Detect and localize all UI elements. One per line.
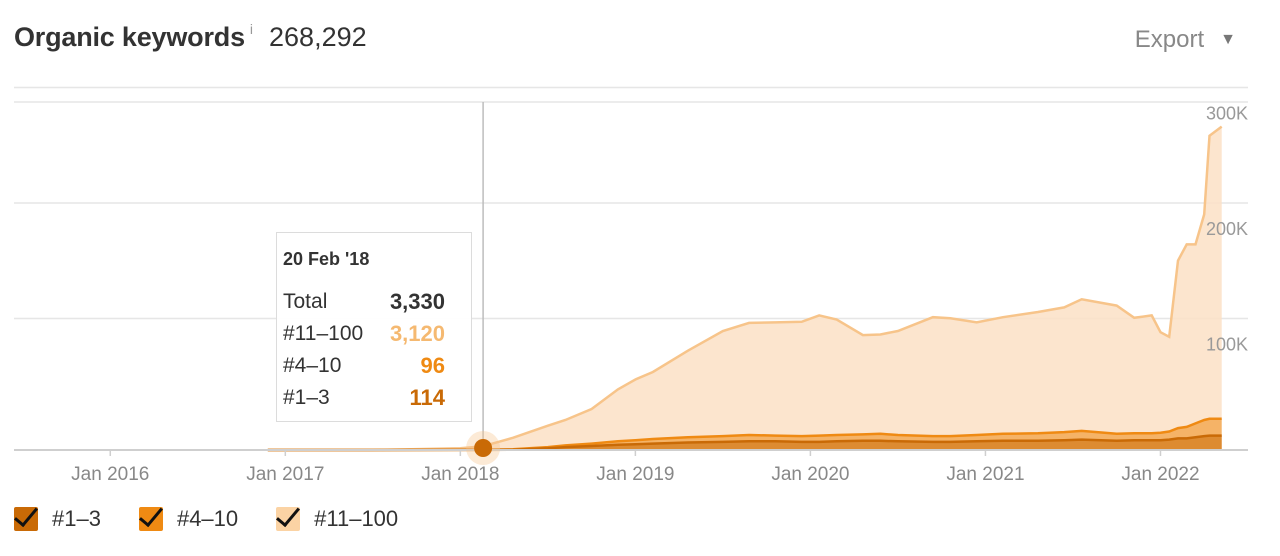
chart-tooltip: 20 Feb '18 Total 3,330 #11–100 3,120 #4–… (276, 232, 472, 422)
total-keywords-count: 268,292 (269, 22, 367, 52)
legend-label: #1–3 (52, 506, 101, 531)
checkbox-checked-icon[interactable] (276, 507, 301, 531)
legend-item-1-3[interactable]: #1–3 (14, 506, 101, 532)
export-label: Export (1134, 26, 1205, 53)
grid (14, 86, 1248, 320)
legend-label: #11–100 (314, 506, 399, 531)
tooltip-label: Total (283, 290, 328, 313)
chart-header: Organic keywords i 268,292 (14, 21, 367, 62)
line-1-3 (267, 434, 1222, 452)
legend-item-4-10[interactable]: #4–10 (138, 506, 239, 532)
tooltip-label: #11–100 (283, 322, 364, 345)
legend-label: #4–10 (176, 506, 239, 531)
tooltip-label: #1–3 (283, 386, 330, 409)
y-tick-label: 300K (1206, 104, 1248, 124)
series-areas (267, 125, 1223, 452)
x-tick-label: Jan 2017 (246, 464, 324, 485)
area-11-100 (267, 126, 1222, 450)
tooltip-row-4-10: #4–10 96 (283, 350, 465, 382)
info-icon[interactable]: i (249, 21, 254, 37)
tooltip-value: 96 (420, 353, 445, 378)
tooltip-value: 114 (409, 385, 446, 410)
hover-marker (474, 439, 493, 457)
tooltip-row-total: Total 3,330 (283, 286, 465, 318)
hover-indicator (466, 102, 501, 465)
tooltip-row-1-3: #1–3 114 (283, 382, 465, 414)
tooltip-label: #4–10 (283, 354, 342, 377)
x-tick-label: Jan 2021 (946, 464, 1024, 485)
tooltip-value: 3,330 (389, 289, 445, 314)
axes: 100K 200K 300K Jan 2016 Jan 2017 Jan 2018 Jan … (14, 104, 1248, 485)
line-11-100 (267, 125, 1223, 452)
tooltip-row-11-100: #11–100 3,120 (283, 318, 465, 350)
checkbox-checked-icon[interactable] (14, 507, 38, 531)
chart-title: Organic keywords (14, 22, 245, 52)
y-tick-label: 100K (1206, 335, 1248, 355)
area-1-3 (267, 435, 1222, 450)
tooltip-value: 3,120 (389, 321, 445, 346)
export-button[interactable]: Export ▼ (1135, 26, 1236, 54)
checkbox-checked-icon[interactable] (138, 507, 163, 531)
tooltip-date: 20 Feb '18 (283, 249, 370, 269)
x-tick-label: Jan 2018 (421, 464, 499, 485)
x-tick-label: Jan 2022 (1121, 464, 1199, 485)
legend-item-11-100[interactable]: #11–100 (276, 506, 398, 532)
y-tick-label: 200K (1206, 219, 1248, 239)
x-tick-label: Jan 2020 (771, 464, 849, 485)
x-tick-label: Jan 2019 (596, 464, 674, 485)
x-tick-label: Jan 2016 (71, 464, 149, 485)
chart-legend: #1–3 #4–10 #11–100 (14, 506, 436, 532)
caret-down-icon: ▼ (1220, 31, 1236, 48)
line-4-10 (267, 417, 1222, 452)
